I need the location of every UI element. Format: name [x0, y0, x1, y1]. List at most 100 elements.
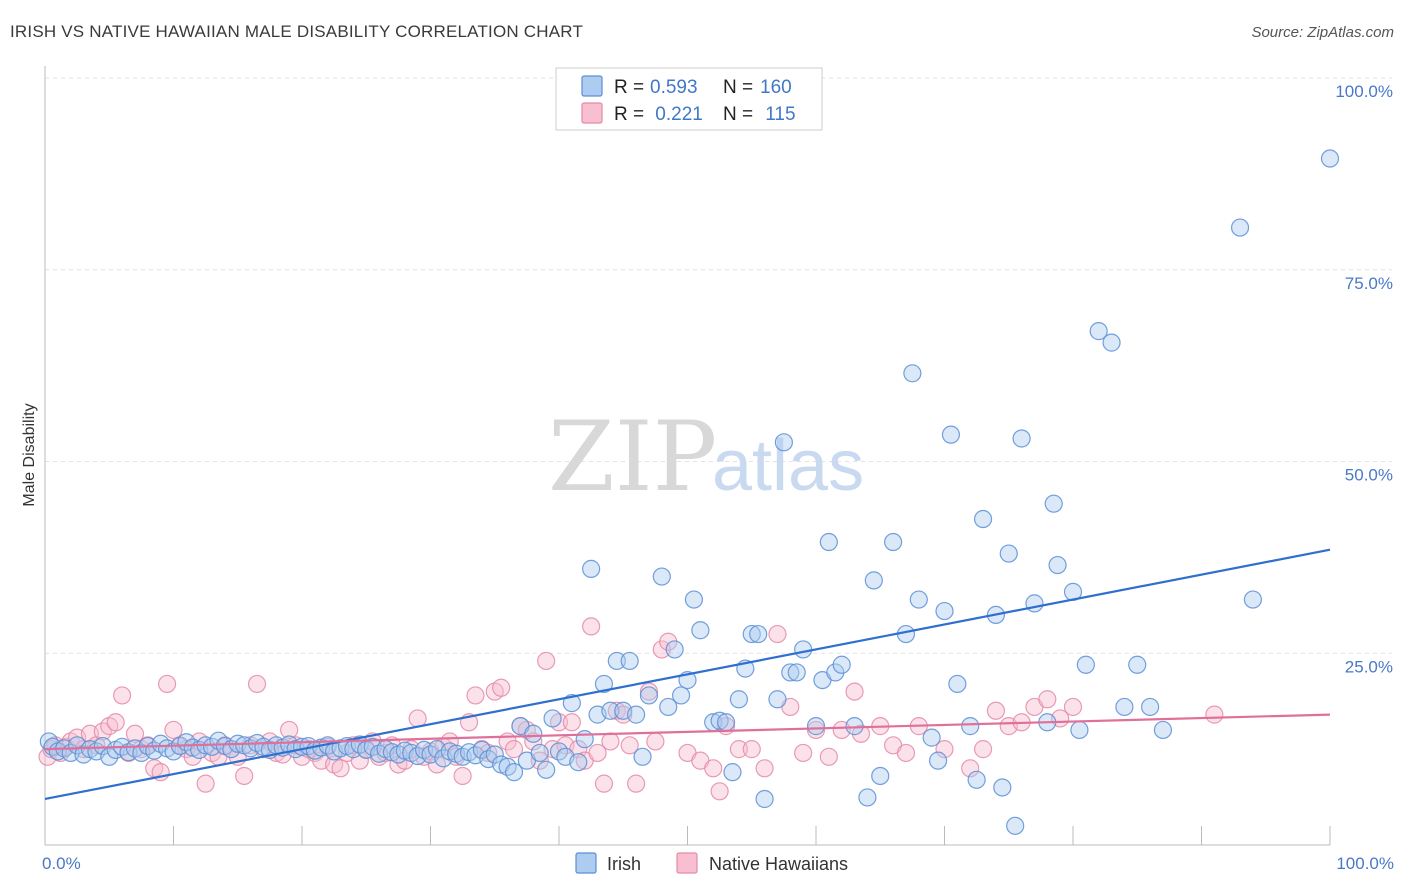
- native-hawaiians-point: [845, 682, 864, 701]
- irish-point: [1048, 555, 1067, 575]
- irish-point: [999, 544, 1018, 563]
- legend-r-value-hawaiian: 0.221: [650, 104, 703, 125]
- y-tick-label: 75.0%: [1345, 274, 1393, 293]
- y-tick-label: 25.0%: [1345, 657, 1393, 676]
- irish-point: [845, 717, 864, 736]
- native-hawaiians-point: [704, 759, 723, 778]
- native-hawaiians-point: [594, 774, 614, 793]
- irish-point: [504, 763, 524, 782]
- y-tick-labels: 25.0% 50.0% 75.0% 100.0%: [1335, 82, 1393, 676]
- native-hawaiians-point: [112, 686, 132, 705]
- watermark: ZIP atlas: [548, 401, 864, 513]
- axes: [44, 66, 1331, 846]
- legend-n-label-irish: N =: [723, 77, 753, 98]
- irish-point: [768, 690, 787, 709]
- native-hawaiians-point: [280, 720, 299, 740]
- irish-point: [594, 674, 614, 694]
- native-hawaiians-point: [973, 740, 993, 759]
- irish-point: [569, 753, 588, 772]
- irish-point: [1102, 333, 1121, 352]
- irish-point: [903, 364, 922, 383]
- irish-point: [749, 624, 768, 644]
- irish-point: [1089, 322, 1108, 341]
- native-hawaiians-point: [601, 732, 620, 751]
- native-hawaiians-point: [742, 740, 761, 759]
- native-hawaiians-point: [350, 751, 369, 770]
- native-hawaiians-point: [106, 713, 125, 732]
- legend-n-value-irish: 160: [760, 77, 792, 98]
- native-hawaiians-point: [582, 617, 601, 636]
- native-hawaiians-point: [331, 759, 350, 778]
- irish-point: [537, 760, 556, 779]
- irish-point: [781, 663, 800, 682]
- native-hawaiians-point: [806, 720, 826, 740]
- irish-point: [819, 532, 838, 552]
- x-tick-label-min: 0.0%: [42, 854, 81, 873]
- irish-point: [1243, 590, 1263, 609]
- y-axis-label: Male Disability: [21, 403, 38, 506]
- native-hawaiians-point: [986, 701, 1006, 720]
- irish-point: [1076, 655, 1095, 674]
- native-hawaiians-point: [125, 724, 145, 743]
- irish-point: [1012, 429, 1031, 448]
- y-tick-label: 50.0%: [1345, 466, 1393, 485]
- legend-r-label-hawaiian: R =: [614, 104, 644, 125]
- irish-point: [626, 705, 646, 724]
- irish-point: [787, 663, 806, 682]
- native-hawaiians-point: [164, 720, 183, 740]
- native-hawaiians-point: [562, 713, 581, 732]
- stats-legend: R = 0.593 N = 160 R = 0.221 N = 115: [555, 67, 823, 131]
- irish-point: [832, 655, 851, 674]
- irish-point: [620, 651, 639, 671]
- native-hawaiians-point: [794, 743, 813, 763]
- irish-point: [639, 686, 659, 705]
- irish-point: [1044, 494, 1063, 513]
- legend-r-value-irish: 0.593: [650, 77, 698, 98]
- native-hawaiians-point: [492, 678, 511, 697]
- native-hawaiians-point: [537, 651, 556, 671]
- native-hawaiians-point: [710, 782, 729, 801]
- irish-point: [1006, 816, 1025, 835]
- irish-point: [633, 747, 652, 766]
- irish-point: [1140, 697, 1160, 717]
- irish-point: [414, 740, 434, 759]
- irish-trend-line: [44, 548, 1331, 801]
- legend-n-label-hawaiian: N =: [723, 104, 753, 125]
- native-hawaiians-point: [235, 766, 254, 786]
- irish-point: [941, 425, 961, 444]
- chart-title: IRISH VS NATIVE HAWAIIAN MALE DISABILITY…: [10, 22, 584, 41]
- irish-point: [582, 559, 601, 578]
- native-hawaiians-point: [408, 709, 427, 728]
- native-hawaiians-point: [819, 747, 838, 766]
- legend-r-label-irish: R =: [614, 77, 644, 98]
- irish-point: [729, 690, 749, 709]
- native-hawaiians-point: [620, 736, 639, 755]
- bottom-legend-swatch-irish: [575, 852, 597, 874]
- irish-point: [684, 590, 704, 609]
- legend-swatch-hawaiian: [581, 102, 603, 124]
- watermark-zip: ZIP: [548, 401, 717, 513]
- irish-point: [575, 730, 594, 749]
- legend-n-value-hawaiian: 115: [760, 104, 796, 125]
- irish-point: [755, 789, 774, 809]
- irish-point: [607, 651, 626, 671]
- native-hawaiians-point: [1063, 697, 1083, 717]
- irish-point: [659, 697, 678, 717]
- native-hawaiians-point: [896, 743, 916, 763]
- irish-point: [864, 571, 883, 590]
- irish-point: [948, 674, 967, 694]
- native-hawaiians-point: [466, 686, 485, 705]
- irish-point: [1128, 655, 1147, 674]
- native-hawaiians-point: [639, 682, 659, 701]
- x-tick-label-max: 100.0%: [1336, 854, 1394, 873]
- native-hawaiians-point: [961, 759, 980, 778]
- native-hawaiians-point: [729, 740, 749, 759]
- native-hawaiians-point: [453, 766, 472, 786]
- native-hawaiians-point: [626, 774, 646, 793]
- irish-point: [883, 532, 903, 552]
- irish-point: [562, 694, 581, 713]
- irish-point: [961, 717, 980, 736]
- native-hawaiians-point: [1038, 690, 1057, 709]
- irish-point: [871, 766, 890, 786]
